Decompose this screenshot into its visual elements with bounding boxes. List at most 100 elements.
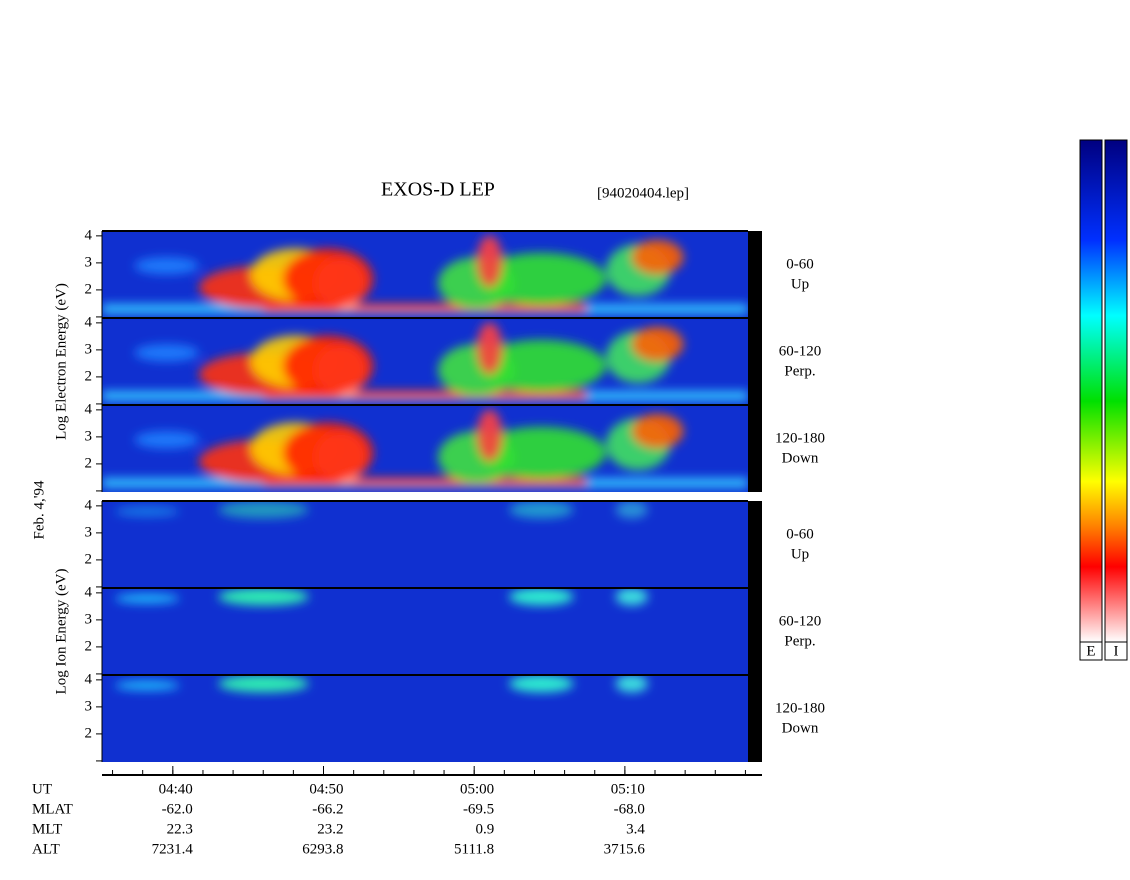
panel-edge [748,231,762,318]
x-tick-label: 04:40 [159,781,193,797]
panel-bg [102,588,748,675]
panel-direction: Perp. [784,633,815,649]
panel-range: 60-120 [779,343,822,359]
colorbar-label: I [1114,643,1119,659]
blob [282,335,374,397]
x-tick-label: 05:00 [460,781,494,797]
y-tick-label: 3 [85,341,93,357]
x-tick-label: 05:10 [611,781,645,797]
blob [476,339,606,392]
y-axis-label: Log Electron Energy (eV) [53,283,69,440]
row-value: -68.0 [614,801,645,817]
panel-range: 0-60 [786,526,814,542]
spectrum [102,235,748,314]
y-tick-label: 2 [85,551,93,567]
row-value: -66.2 [312,801,343,817]
y-tick-label: 2 [85,455,93,471]
blob [615,588,648,606]
blob [476,426,606,479]
blob [508,588,574,606]
baseline-band [263,391,587,399]
row-value: 3.4 [626,821,645,837]
row-value: 22.3 [167,821,193,837]
blob [615,501,648,519]
blob [476,322,503,375]
panel-bg [102,675,748,762]
spectrum [114,675,648,693]
panel-direction: Down [782,450,819,466]
spectrum [114,501,648,519]
y-tick-label: 4 [85,584,93,600]
colorbar-e [1079,139,1103,643]
panel-bg [102,501,748,588]
row-value: 5111.8 [454,841,494,857]
blob [631,326,684,362]
colorbars: E I [1079,139,1128,661]
y-tick-label: 3 [85,611,93,627]
blob [508,675,574,693]
row-value: 7231.4 [152,841,194,857]
panel-edge [748,405,762,492]
blob [476,409,503,462]
colorbar-i [1104,139,1128,643]
row-label: UT [32,781,52,797]
y-tick-label: 2 [85,281,93,297]
panel-range: 120-180 [775,700,825,716]
panel-range: 120-180 [775,430,825,446]
row-value: 23.2 [317,821,343,837]
blob [508,501,574,519]
panel-edge [748,588,762,675]
blob [114,506,180,517]
panel-range: 60-120 [779,613,822,629]
y-tick-label: 4 [85,401,93,417]
blob [134,344,199,362]
spectrum [102,409,748,488]
blob [476,252,606,305]
row-label: MLAT [32,801,73,817]
blob [218,588,309,606]
panel-direction: Down [782,720,819,736]
blob [134,257,199,275]
blob [218,501,309,519]
colorbar-box [1104,641,1128,661]
x-tick-label: 04:50 [309,781,343,797]
date-label: Feb. 4,'94 [31,480,47,539]
blob [114,593,180,604]
baseline-band [263,304,587,312]
blob [282,422,374,484]
panel-edge [748,675,762,762]
panel-range: 0-60 [786,256,814,272]
blob [282,248,374,310]
y-tick-label: 3 [85,524,93,540]
row-value: -62.0 [162,801,193,817]
row-value: 3715.6 [604,841,646,857]
y-tick-label: 2 [85,368,93,384]
panel-edge [748,501,762,588]
baseline-band [263,478,587,486]
blob [218,675,309,693]
row-value: 6293.8 [302,841,343,857]
blob [615,675,648,693]
spectrum [114,588,648,606]
blob [114,680,180,691]
row-label: ALT [32,841,60,857]
panel-direction: Perp. [784,363,815,379]
panel-direction: Up [791,276,809,292]
row-value: -69.5 [463,801,494,817]
y-tick-label: 4 [85,227,93,243]
panel-direction: Up [791,546,809,562]
y-tick-label: 2 [85,725,93,741]
row-label: MLT [32,821,62,837]
spectrum [102,322,748,401]
y-axis-label: Log Ion Energy (eV) [53,569,69,695]
chart-title: EXOS-D LEP [381,179,495,201]
blob [134,431,199,449]
y-tick-label: 3 [85,428,93,444]
row-value: 0.9 [475,821,494,837]
file-label: [94020404.lep] [597,185,689,201]
panel-edge [748,318,762,405]
y-tick-label: 2 [85,638,93,654]
blob [476,235,503,288]
blob [631,413,684,449]
